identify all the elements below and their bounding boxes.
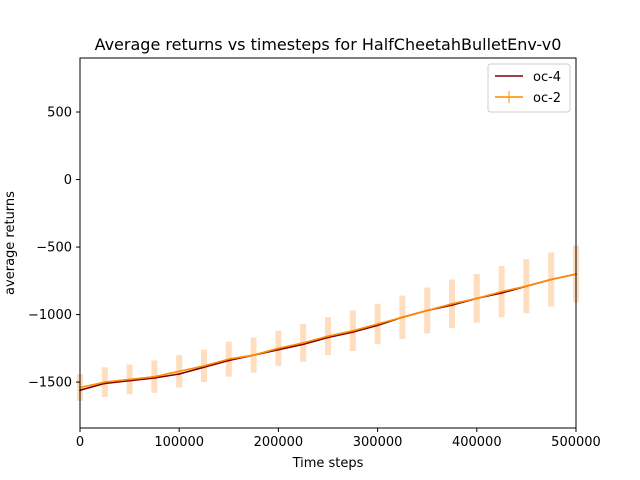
x-tick-label: 100000 — [154, 435, 204, 450]
data-point-oc-2 — [227, 358, 230, 361]
y-tick-label: 0 — [64, 173, 72, 188]
y-axis-label: average returns — [3, 191, 18, 295]
data-point-oc-2 — [178, 370, 181, 373]
data-point-oc-2 — [277, 347, 280, 350]
axes-frame — [79, 57, 577, 429]
data-point-oc-2 — [475, 297, 478, 300]
data-point-oc-2 — [351, 329, 354, 332]
y-tick-label: 500 — [47, 106, 72, 121]
x-axis-label: Time steps — [292, 456, 364, 471]
data-point-oc-4 — [178, 373, 181, 375]
data-point-oc-2 — [525, 285, 528, 288]
plot-area — [77, 245, 579, 401]
y-tick-label: −500 — [36, 241, 72, 256]
data-point-oc-2 — [103, 381, 106, 383]
data-point-oc-2 — [500, 290, 503, 293]
data-point-oc-2 — [302, 342, 305, 344]
data-point-oc-2 — [327, 335, 329, 338]
x-tick-label: 400000 — [452, 435, 502, 450]
x-tick-label: 300000 — [353, 435, 403, 450]
chart-title: Average returns vs timesteps for HalfChe… — [95, 35, 562, 54]
x-axis: 0 100000 200000 300000 400000 500000 — [76, 428, 601, 450]
y-tick-label: −1500 — [28, 376, 72, 391]
data-point-oc-2 — [376, 323, 379, 325]
data-point-oc-2 — [401, 316, 404, 319]
y-axis: −1500 −1000 −500 0 500 — [28, 106, 80, 391]
legend-label-oc-2: oc-2 — [533, 91, 561, 106]
data-point-oc-4 — [153, 377, 156, 379]
data-point-oc-2 — [128, 378, 131, 381]
data-point-oc-2 — [426, 309, 429, 312]
data-point-oc-2 — [252, 354, 255, 356]
x-tick-label: 500000 — [551, 435, 601, 450]
data-point-oc-4 — [302, 343, 305, 346]
y-tick-label: −1000 — [28, 308, 72, 323]
x-tick-label: 0 — [76, 435, 84, 450]
data-point-oc-2 — [153, 375, 156, 378]
data-point-oc-4 — [128, 379, 131, 382]
data-point-oc-2 — [451, 302, 453, 305]
data-point-oc-2 — [203, 364, 205, 367]
legend-label-oc-4: oc-4 — [533, 70, 561, 85]
legend: oc-4 oc-2 — [487, 63, 571, 113]
x-tick-label: 200000 — [254, 435, 304, 450]
data-point-oc-2 — [550, 278, 553, 281]
